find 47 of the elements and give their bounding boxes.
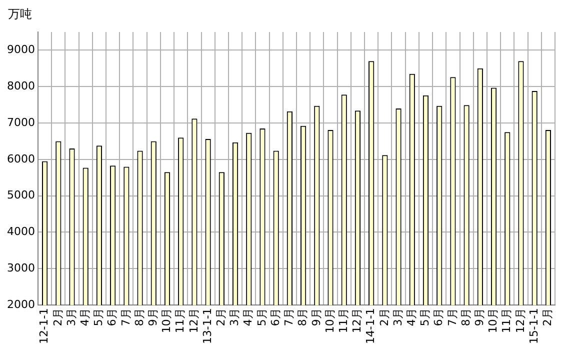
x-tick-label: 2月 [214,308,228,326]
x-tick-label: 13-1-1 [200,308,214,344]
x-tick-label: 12月 [514,308,527,334]
x-tick-label: 2月 [378,308,391,326]
x-tick-label: 12月 [350,308,364,334]
y-tick-label: 8000 [6,79,35,92]
x-tick-label: 10月 [486,308,500,334]
y-tick-label: 6000 [6,152,35,166]
x-tick-label: 3月 [391,308,404,326]
y-tick-label: 7000 [6,116,35,129]
x-tick-label: 11月 [174,308,187,334]
x-tick-label: 15-1-1 [527,308,540,344]
x-tick-label: 5月 [418,308,432,326]
x-tick-label: 12月 [187,308,200,334]
x-tick-label: 6月 [106,308,119,326]
x-tick-label: 5月 [92,308,106,326]
y-tick-label: 2000 [6,298,35,311]
x-tick-label: 7月 [119,308,132,326]
x-tick-label: 2月 [541,308,554,326]
y-axis-title: 万吨 [8,6,32,23]
x-tick-label: 12-1-1 [38,308,51,344]
x-tick-label: 3月 [64,308,78,326]
x-tick-label: 7月 [282,308,296,326]
x-tick-label: 11月 [500,308,514,334]
y-tick-label: 9000 [6,43,35,56]
x-tick-label: 14-1-1 [364,308,378,344]
x-tick-label: 10月 [160,308,174,334]
x-tick-label: 8月 [132,308,146,326]
x-tick-label: 3月 [228,308,242,326]
x-tick-label: 4月 [405,308,418,326]
x-tick-label: 6月 [432,308,446,326]
y-tick-label: 3000 [6,262,35,275]
x-tick-label: 10月 [323,308,336,334]
x-tick-label: 4月 [242,308,255,326]
x-tick-label: 5月 [255,308,268,326]
y-tick-label: 4000 [6,225,35,238]
x-tick-label: 11月 [336,308,350,334]
x-tick-label: 9月 [473,308,486,326]
x-tick-label: 4月 [78,308,92,326]
y-tick-label: 5000 [6,188,35,202]
x-tick-label: 8月 [459,308,472,326]
x-tick-label: 9月 [146,308,160,326]
x-tick-label: 2月 [51,308,64,326]
x-tick-label: 6月 [268,308,282,326]
x-tick-label: 9月 [310,308,323,326]
x-tick-label: 8月 [296,308,310,326]
x-tick-label: 7月 [446,308,459,326]
